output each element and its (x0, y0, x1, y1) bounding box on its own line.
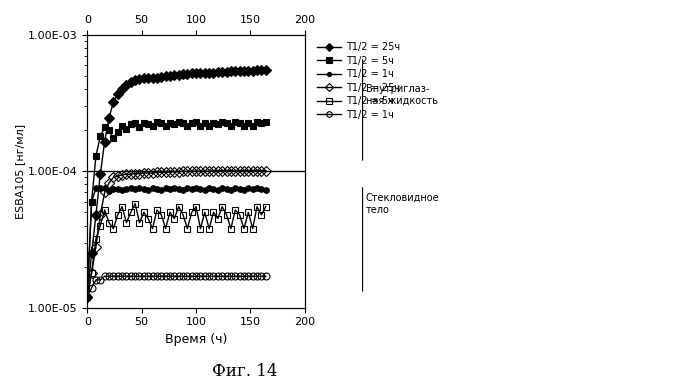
Text: Внутриглаз-
ная жидкость: Внутриглаз- ная жидкость (366, 84, 438, 106)
Y-axis label: ESBA105 [нг/мл]: ESBA105 [нг/мл] (15, 124, 25, 219)
Text: Фиг. 14: Фиг. 14 (212, 363, 278, 380)
Text: Стекловидное
тело: Стекловидное тело (366, 193, 440, 215)
X-axis label: Время (ч): Время (ч) (165, 333, 227, 346)
Legend: T1/2 = 25ч, T1/2 = 5ч, T1/2 = 1ч, T1/2 = 25ч, T1/2 = 5ч, T1/2 = 1ч: T1/2 = 25ч, T1/2 = 5ч, T1/2 = 1ч, T1/2 =… (314, 40, 403, 122)
